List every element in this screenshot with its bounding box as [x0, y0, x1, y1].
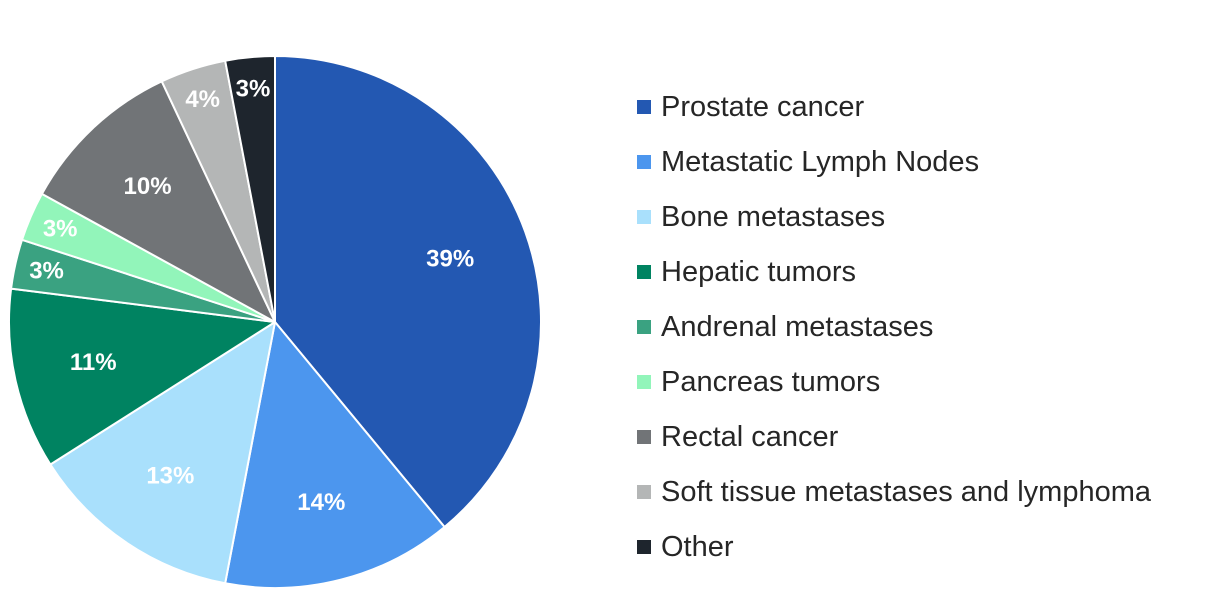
pie-slice-labels: 39% 14% 13% 11% 3% 3% 10% 4% 3% [29, 75, 474, 515]
legend-label-hepatic-tumors: Hepatic tumors [661, 256, 856, 288]
pie-slices [8, 55, 542, 589]
slice-label-hepatic-tumors: 11% [70, 349, 117, 376]
legend-swatch-metastatic-lymph-nodes [637, 155, 651, 169]
slice-label-andrenal-metastases: 3% [29, 257, 64, 284]
legend-swatch-andrenal-metastases [637, 320, 651, 334]
pie-slice-prostate-cancer [274, 55, 542, 528]
slice-label-prostate-cancer: 39% [426, 245, 474, 272]
slice-label-soft-tissue-metastases-and-lymphoma: 4% [185, 86, 220, 113]
pie-slice-other [224, 55, 276, 323]
slice-label-bone-metastases: 13% [146, 463, 194, 490]
legend-swatch-hepatic-tumors [637, 265, 651, 279]
legend-label-rectal-cancer: Rectal cancer [661, 421, 839, 453]
slice-label-metastatic-lymph-nodes: 14% [297, 489, 345, 516]
legend-swatch-pancreas-tumors [637, 375, 651, 389]
legend-label-other: Other [661, 531, 734, 563]
legend-swatch-bone-metastases [637, 210, 651, 224]
legend-swatch-soft-tissue-metastases-and-lymphoma [637, 485, 651, 499]
pie-slice-hepatic-tumors [8, 287, 276, 466]
legend-label-metastatic-lymph-nodes: Metastatic Lymph Nodes [661, 146, 979, 178]
legend-label-prostate-cancer: Prostate cancer [661, 91, 864, 123]
slice-label-other: 3% [236, 75, 271, 102]
legend-label-andrenal-metastases: Andrenal metastases [661, 311, 933, 343]
slice-label-rectal-cancer: 10% [124, 173, 172, 200]
legend-swatch-other [637, 540, 651, 554]
pie-slice-metastatic-lymph-nodes [224, 321, 446, 589]
legend: Prostate cancer Metastatic Lymph Nodes Bon… [637, 91, 1152, 563]
legend-label-bone-metastases: Bone metastases [661, 201, 885, 233]
slice-label-pancreas-tumors: 3% [43, 216, 78, 243]
legend-swatch-prostate-cancer [637, 100, 651, 114]
pie-slice-rectal-cancer [40, 80, 276, 323]
legend-swatch-rectal-cancer [637, 430, 651, 444]
legend-label-pancreas-tumors: Pancreas tumors [661, 366, 880, 398]
pie-slice-bone-metastases [49, 321, 276, 585]
legend-label-soft-tissue-metastases-and-lymphoma: Soft tissue metastases and lymphoma [661, 476, 1152, 508]
